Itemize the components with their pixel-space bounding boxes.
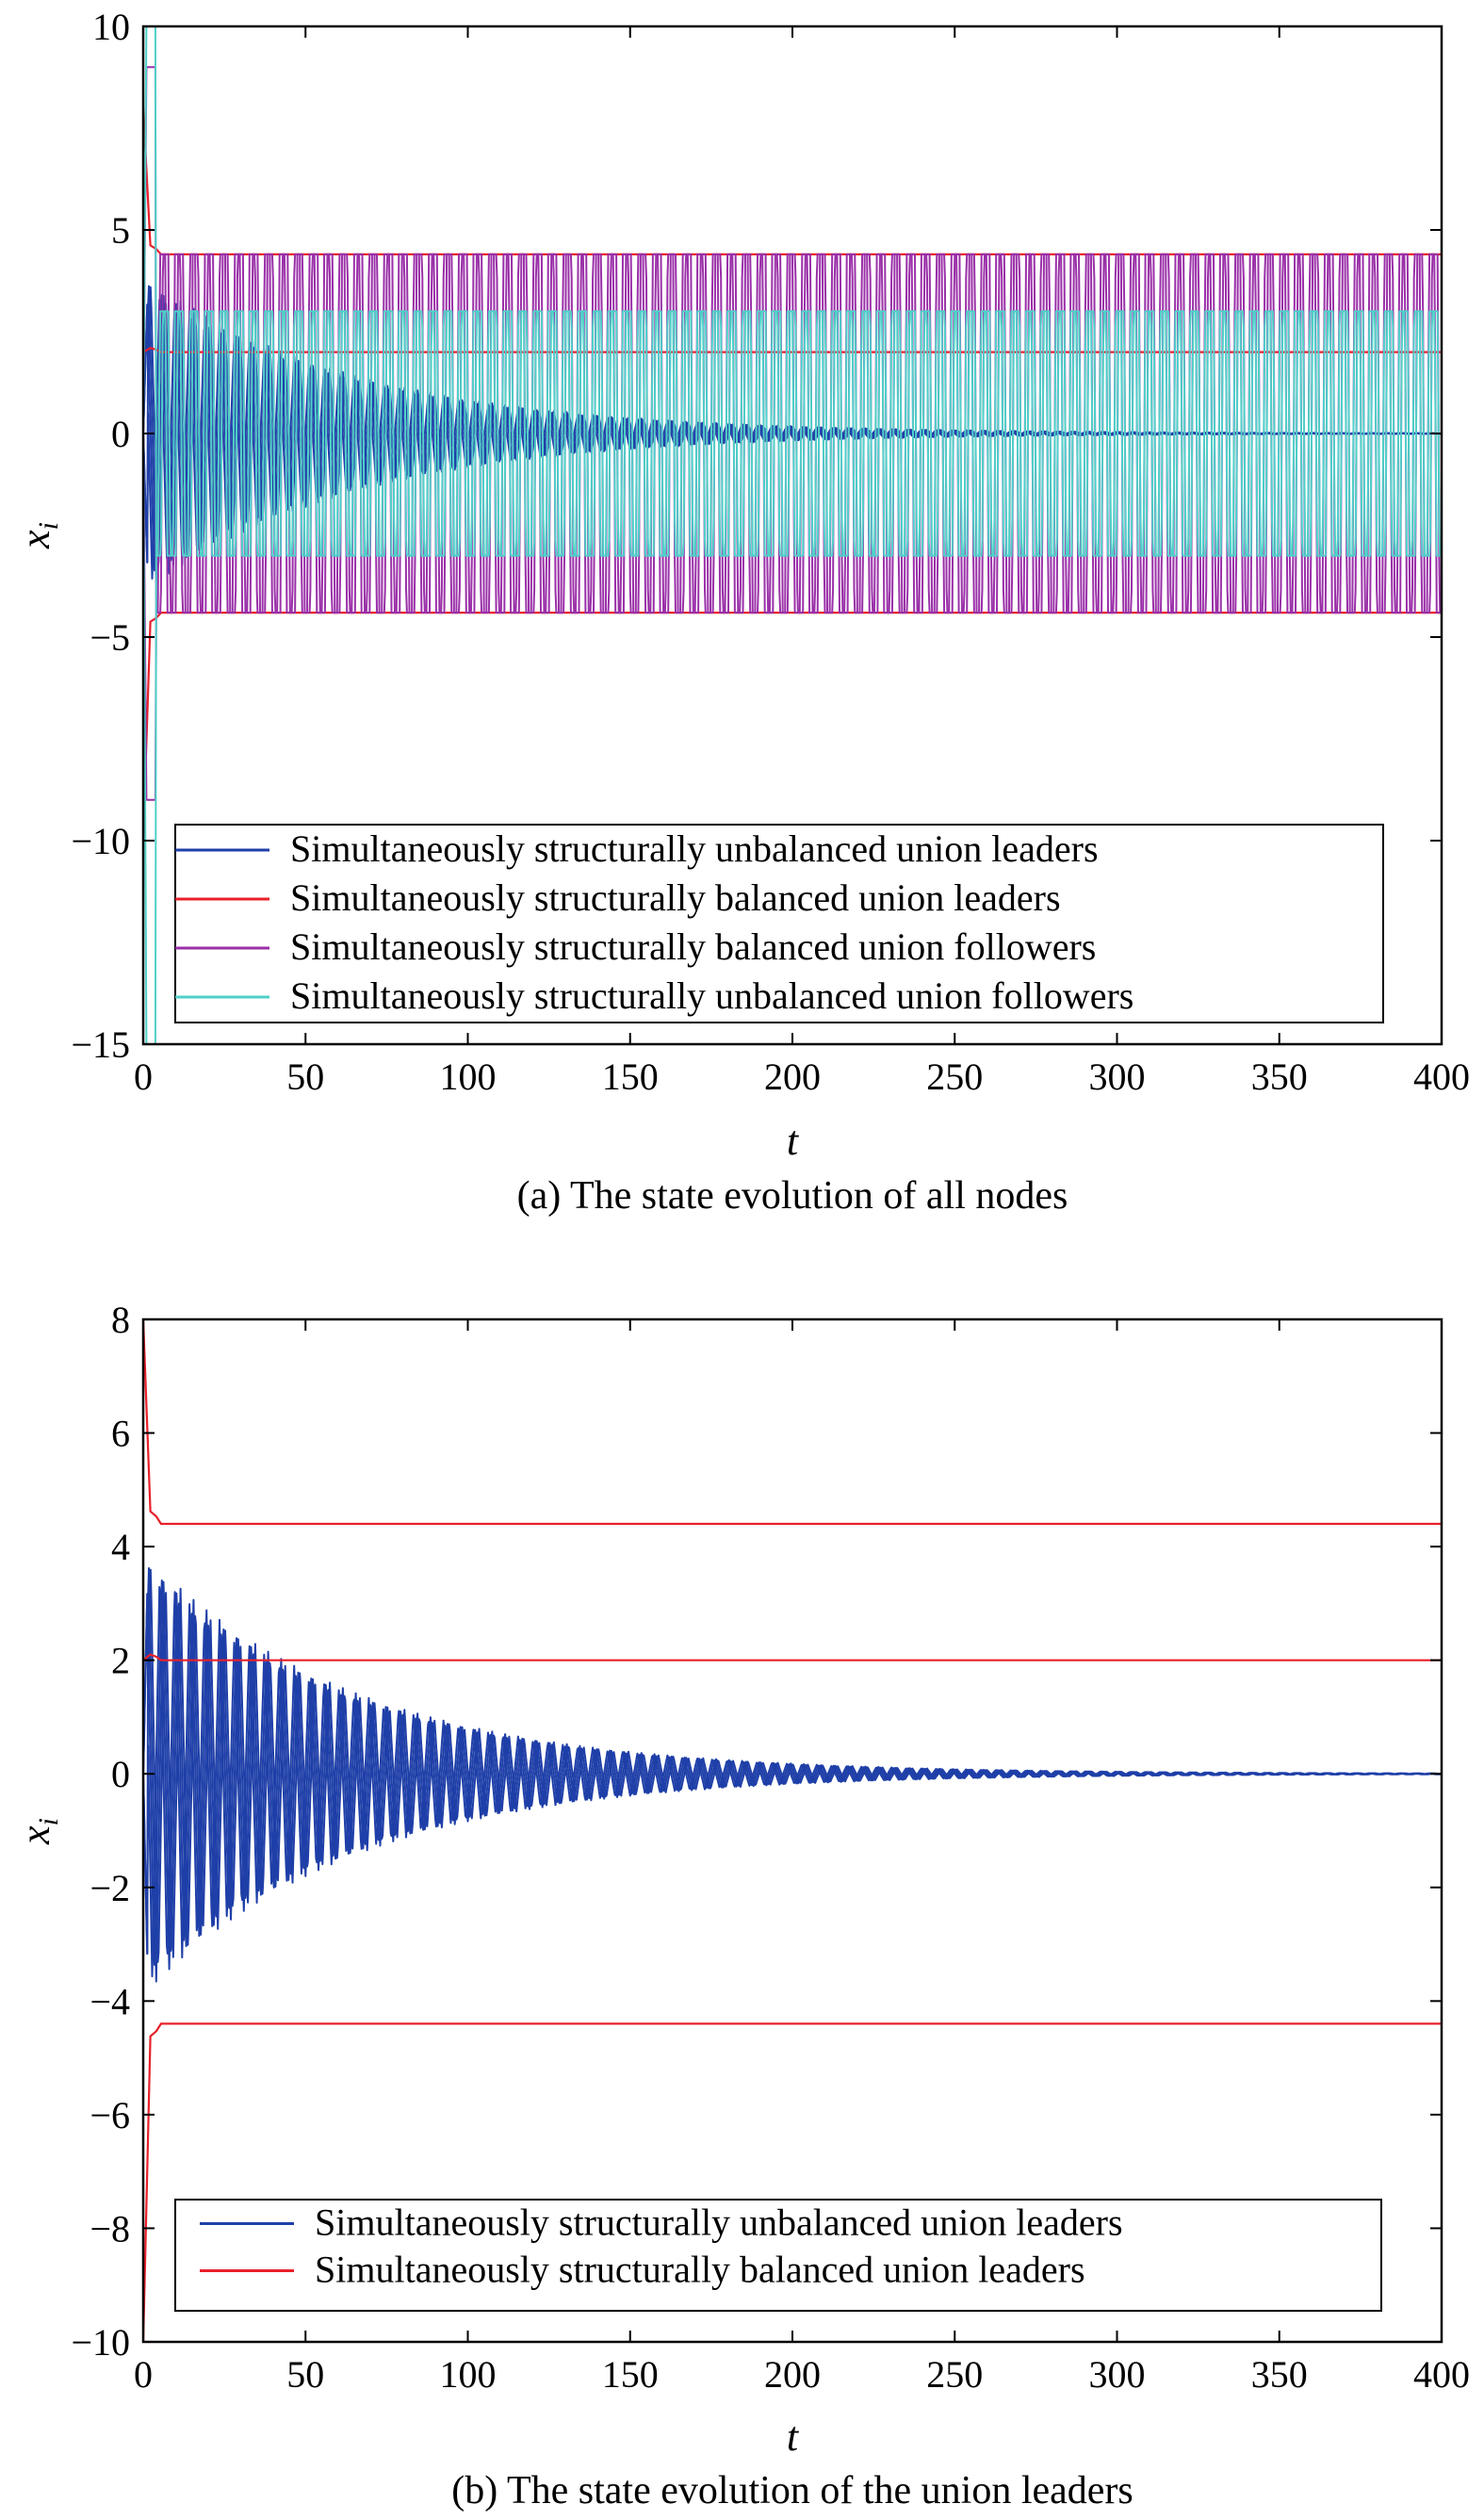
- panel-a-ytick-label: 5: [111, 209, 130, 252]
- panel-a-series-4-legend-label: Simultaneously structurally unbalanced u…: [290, 974, 1133, 1017]
- panel-b-xtick-label: 50: [286, 2353, 324, 2396]
- panel-b-ytick-label: −6: [90, 2094, 130, 2136]
- panel-a-legend: Simultaneously structurally unbalanced u…: [174, 824, 1384, 1023]
- panel-b-xtick-label: 200: [764, 2353, 821, 2396]
- panel-b-series-2-line: [143, 1653, 1442, 1661]
- panel-b-ytick-label: −4: [90, 1980, 130, 2022]
- panel-b-xtick-label: 400: [1413, 2353, 1470, 2396]
- panel-a-series-3-legend-label: Simultaneously structurally balanced uni…: [290, 925, 1096, 968]
- panel-a-caption: (a) The state evolution of all nodes: [517, 1174, 1068, 1218]
- panel-b-ytick-label: 4: [111, 1526, 130, 1568]
- panel-b-legend: Simultaneously structurally unbalanced u…: [174, 2199, 1382, 2312]
- panel-b-ytick-label: −2: [90, 1867, 130, 1909]
- panel-b-series-2-line: [143, 2022, 1442, 2342]
- panel-b-series-1-legend-label: Simultaneously structurally unbalanced u…: [315, 2201, 1123, 2244]
- panel-b-xtick-label: 0: [134, 2353, 153, 2396]
- panel-b-xtick-label: 350: [1251, 2353, 1308, 2396]
- panel-b-ytick-label: 0: [111, 1753, 130, 1795]
- panel-a-ytick-label: 10: [92, 6, 130, 48]
- panel-a-series-1-legend-label: Simultaneously structurally unbalanced u…: [290, 827, 1099, 870]
- panel-a-ylabel: xi: [12, 522, 64, 549]
- panel-b-series-1-line: [143, 1586, 1442, 1978]
- panel-a-xtick-label: 150: [602, 1055, 659, 1098]
- panel-a-series-2-legend-label: Simultaneously structurally balanced uni…: [290, 876, 1061, 919]
- panel-b-ylabel: xi: [12, 1818, 64, 1845]
- panel-b-xtick-label: 150: [602, 2353, 659, 2396]
- panel-a-series-2-line: [143, 612, 1442, 842]
- panel-a-xlabel: t: [787, 1118, 800, 1164]
- panel-b-xtick-label: 100: [440, 2353, 497, 2396]
- panel-b-xtick-label: 300: [1089, 2353, 1146, 2396]
- panel-b-ytick-label: −8: [90, 2207, 130, 2250]
- panel-b-ytick-label: −10: [71, 2321, 130, 2364]
- panel-a-series-4-line: [143, 310, 1442, 1044]
- panel-a-xtick-label: 100: [440, 1055, 497, 1098]
- panel-a-ytick-label: −5: [90, 616, 130, 659]
- panel-a-xtick-label: 50: [286, 1055, 324, 1098]
- panel-b-ytick-label: 8: [111, 1299, 130, 1341]
- panel-b-xlabel: t: [787, 2414, 800, 2460]
- panel-b-series-2-legend-label: Simultaneously structurally balanced uni…: [315, 2249, 1085, 2291]
- panel-a-xtick-label: 350: [1251, 1055, 1308, 1098]
- panel-b-caption: (b) The state evolution of the union lea…: [451, 2469, 1133, 2512]
- panel-a-series-lines: [143, 26, 1442, 1044]
- panel-b-ytick-label: 2: [111, 1640, 130, 1682]
- panel-a-xtick-label: 300: [1089, 1055, 1146, 1098]
- panel-a-ytick-label: −10: [71, 820, 130, 862]
- panel-b-series-1-line: [143, 1579, 1442, 1971]
- panel-b-series-lines: [143, 1319, 1442, 2342]
- panel-a-ytick-label: 0: [111, 413, 130, 455]
- panel-b-legend-box: [174, 2199, 1382, 2312]
- panel-a-xtick-label: 200: [764, 1055, 821, 1098]
- panel-a-series-2-line: [143, 107, 1442, 255]
- panel-a-ytick-label: −15: [71, 1023, 130, 1066]
- panel-b: 0 50 100 150 200 250 300 350 400 −10 −8 −6 −4 −2 0 2 4 6 8…: [12, 1299, 1470, 2512]
- panel-a-xtick-label: 250: [926, 1055, 983, 1098]
- panel-a-legend-box: [174, 824, 1384, 1023]
- panel-a-series-1-line: [143, 299, 1442, 580]
- panel-a-series-3-line: [143, 253, 1442, 801]
- panel-b-ytick-label: 6: [111, 1413, 130, 1455]
- panel-b-xtick-label: 250: [926, 2353, 983, 2396]
- panel-b-ticks: 0 50 100 150 200 250 300 350 400 −10 −8 −6 −4 −2 0 2 4 6 8: [71, 1299, 1470, 2396]
- panel-a-ticks: 0 50 100 150 200 250 300 350 400 −15 −10 −5 0 5 10: [71, 6, 1470, 1098]
- panel-a-xtick-label: 400: [1413, 1055, 1470, 1098]
- panel-a: 0 50 100 150 200 250 300 350 400 −15 −10 −5 0 5 10 t x…: [12, 6, 1470, 1218]
- panel-b-series-2-line: [143, 1319, 1442, 1526]
- panel-a-xtick-label: 0: [134, 1055, 153, 1098]
